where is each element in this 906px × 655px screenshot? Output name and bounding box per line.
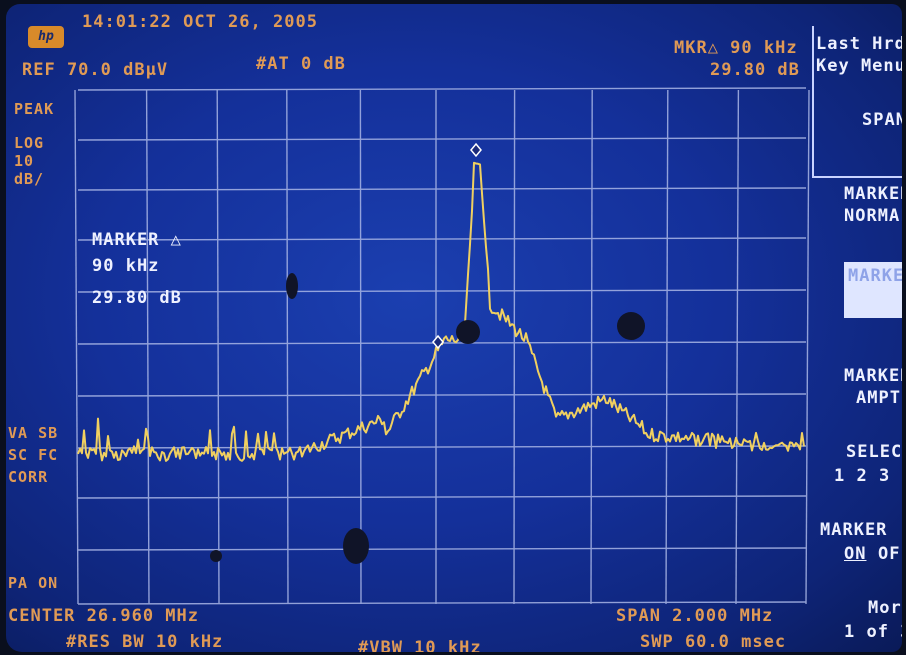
grid-line-horizontal [77,547,807,551]
spectrum-display [74,87,810,605]
graticule-grid [74,87,810,605]
grid-line-horizontal [77,237,807,241]
sweep-time: SWP 60.0 msec [640,632,787,652]
video-bandwidth: #VBW 10 kHz [358,638,482,652]
grid-line-vertical [359,89,362,605]
softkey-select-marker-line2[interactable]: 1 2 3 4 [834,466,902,486]
grid-line-horizontal [77,495,807,499]
softkey-marker-delta[interactable]: MARKER [844,262,902,318]
frequency-span: SPAN 2.000 MHz [616,606,774,626]
reference-level: REF 70.0 dBµV [22,60,169,80]
screen-blemish [210,550,222,562]
softkey-marker-normal-line2[interactable]: NORMAL [844,206,902,226]
detector-mode: PEAK [14,100,55,118]
softkey-header-panel [812,26,902,178]
grid-line-horizontal [77,187,807,191]
corr-annotation: CORR [8,468,49,486]
marker-delta-frequency: MKR△ 90 kHz [674,38,798,58]
grid-line-horizontal [77,87,807,91]
grid-line-vertical [735,89,740,605]
timestamp: 14:01:22 OCT 26, 2005 [82,12,318,32]
grid-line-horizontal [77,137,807,141]
grid-line-vertical [286,89,289,605]
marker-reference-icon [432,334,444,350]
softkey-menu-title-line2: Key Menu [816,56,902,76]
grid-line-vertical [590,89,593,605]
analyzer-screen: hp 14:01:22 OCT 26, 2005 REF 70.0 dBµV #… [6,4,902,652]
softkey-marker-off-option[interactable]: OFF [878,544,902,564]
grid-line-vertical [216,89,220,605]
marker-peak-icon [470,142,482,158]
marker-delta-amplitude: 29.80 dB [710,60,800,80]
hp-logo-icon: hp [28,26,64,48]
grid-line-horizontal [77,445,807,449]
scale-unit: dB/ [14,170,45,188]
softkey-marker-amptd-line1[interactable]: MARKER [844,366,902,386]
softkey-marker-on-option[interactable]: ON [844,544,867,564]
scale-type: LOG [14,134,45,152]
grid-line-vertical [513,89,516,605]
softkey-span[interactable]: SPAN [862,110,902,130]
scale-value: 10 [14,152,35,170]
grid-line-horizontal [77,393,807,397]
screen-blemish [617,312,645,340]
sc-fc-annotation: SC FC [8,446,59,464]
marker-readout-frequency: 90 kHz [92,256,160,276]
screen-blemish [343,528,369,564]
center-frequency: CENTER 26.960 MHz [8,606,199,626]
spectrum-trace [77,161,805,462]
softkey-marker-amptd-line2[interactable]: AMPT [856,388,901,408]
screen-blemish [286,273,298,299]
softkey-marker-delta-label: MARKER [848,266,902,286]
softkey-more-line1[interactable]: More [868,598,902,618]
preamp-on-annotation: PA ON [8,574,59,592]
softkey-select-marker-line1[interactable]: SELECT [846,442,902,462]
screen-blemish [456,320,480,344]
grid-line-vertical [145,89,150,605]
attenuation: #AT 0 dB [256,54,346,74]
softkey-marker-on-off-line1[interactable]: MARKER [820,520,888,540]
grid-line-vertical [665,89,669,605]
softkey-menu-title-line1: Last Hrd [816,34,902,54]
grid-line-horizontal [77,289,807,293]
va-sb-annotation: VA SB [8,424,59,442]
marker-readout-title: MARKER △ [92,230,182,250]
grid-line-horizontal [77,601,807,605]
softkey-marker-normal-line1[interactable]: MARKER [844,184,902,204]
grid-line-vertical [74,89,79,605]
grid-line-vertical [805,89,810,605]
softkey-more-line2[interactable]: 1 of 3 [844,622,902,642]
marker-readout-amplitude: 29.80 dB [92,288,182,308]
resolution-bandwidth: #RES BW 10 kHz [66,632,224,652]
